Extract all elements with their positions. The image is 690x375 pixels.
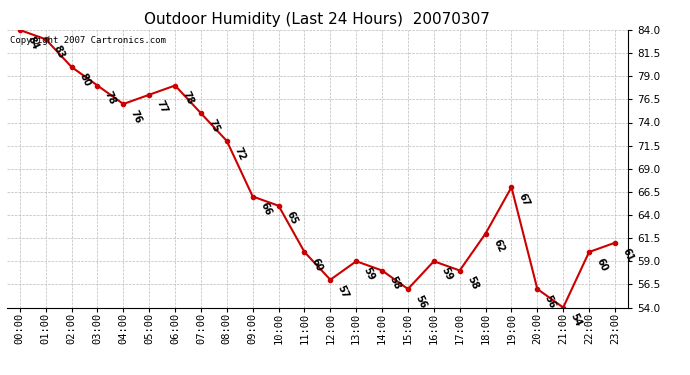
- Text: 75: 75: [206, 117, 221, 134]
- Text: 57: 57: [336, 284, 351, 300]
- Text: 76: 76: [129, 108, 144, 124]
- Text: 72: 72: [233, 145, 247, 162]
- Text: 59: 59: [440, 266, 454, 282]
- Text: 61: 61: [620, 247, 635, 263]
- Text: 66: 66: [258, 201, 273, 217]
- Text: Copyright 2007 Cartronics.com: Copyright 2007 Cartronics.com: [10, 36, 166, 45]
- Text: 67: 67: [517, 191, 532, 208]
- Text: 65: 65: [284, 210, 299, 226]
- Text: 59: 59: [362, 266, 377, 282]
- Text: 78: 78: [181, 90, 195, 106]
- Text: 62: 62: [491, 238, 506, 254]
- Text: 80: 80: [77, 71, 92, 88]
- Text: 84: 84: [26, 34, 40, 51]
- Text: 78: 78: [103, 90, 118, 106]
- Text: 77: 77: [155, 99, 170, 116]
- Title: Outdoor Humidity (Last 24 Hours)  20070307: Outdoor Humidity (Last 24 Hours) 2007030…: [144, 12, 491, 27]
- Text: 60: 60: [310, 256, 325, 273]
- Text: 58: 58: [465, 274, 480, 291]
- Text: 60: 60: [595, 256, 609, 273]
- Text: 58: 58: [388, 274, 402, 291]
- Text: 56: 56: [413, 293, 428, 310]
- Text: 54: 54: [569, 312, 584, 328]
- Text: 56: 56: [543, 293, 558, 310]
- Text: 83: 83: [51, 44, 66, 60]
